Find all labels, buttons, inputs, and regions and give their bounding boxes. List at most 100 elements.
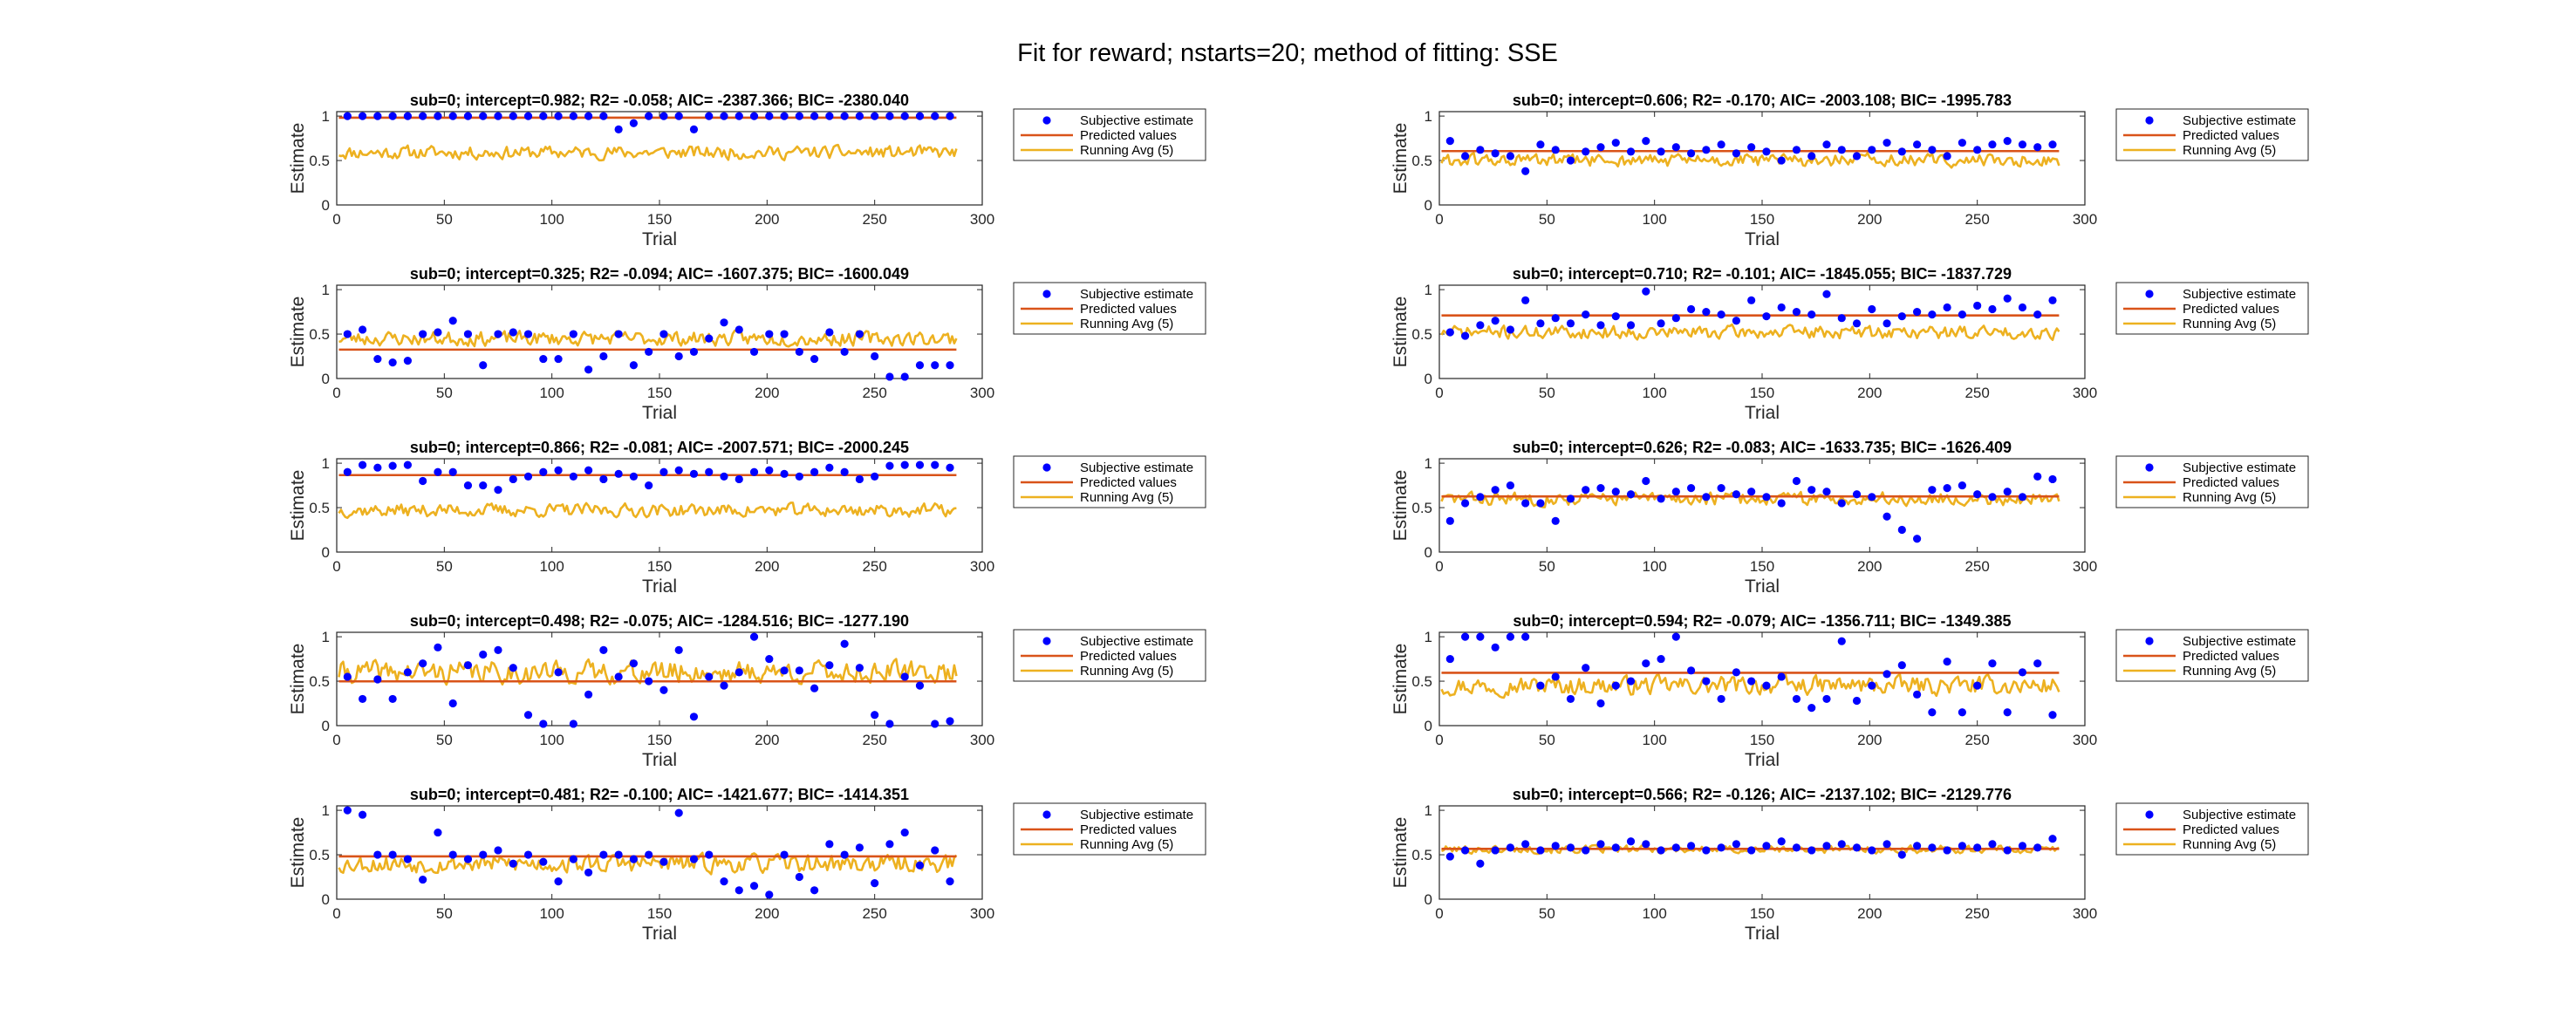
- subjective-estimate-point: [1882, 139, 1891, 147]
- x-tick-label: 0: [332, 732, 340, 748]
- y-tick-label: 0.5: [309, 847, 330, 863]
- subjective-estimate-point: [1747, 296, 1756, 304]
- subjective-estimate-point: [1687, 666, 1696, 675]
- subjective-estimate-point: [1491, 149, 1500, 158]
- subjective-estimate-point: [2018, 842, 2027, 850]
- subjective-estimate-point: [1732, 840, 1740, 849]
- subjective-estimate-point: [1445, 328, 1454, 337]
- subjective-estimate-point: [448, 850, 457, 859]
- y-tick-label: 1: [1425, 108, 1432, 125]
- x-tick-label: 200: [1857, 211, 1882, 228]
- subjective-estimate-point: [795, 872, 803, 882]
- subjective-estimate-point: [373, 112, 382, 120]
- subjective-estimate-point: [1551, 516, 1560, 525]
- subjective-estimate-point: [1988, 493, 1997, 501]
- subjective-estimate-point: [1868, 846, 1876, 855]
- subjective-estimate-point: [1536, 499, 1545, 508]
- subjective-estimate-point: [689, 469, 699, 478]
- legend-entry: Running Avg (5): [1080, 664, 1173, 679]
- subjective-estimate-point: [1882, 840, 1891, 849]
- subjective-estimate-point: [1928, 310, 1937, 319]
- subjective-estimate-point: [1732, 490, 1740, 499]
- y-tick-label: 0: [1425, 891, 1432, 908]
- subjective-estimate-point: [674, 808, 683, 817]
- subjective-estimate-point: [448, 699, 457, 708]
- subjective-estimate-point: [1837, 637, 1846, 645]
- legend-marker-subjective: [2145, 116, 2154, 125]
- legend-entry: Subjective estimate: [1080, 634, 1193, 649]
- x-tick-label: 100: [539, 211, 564, 228]
- subjective-estimate-point: [494, 645, 502, 654]
- legend-entry: Subjective estimate: [1080, 113, 1193, 128]
- y-tick-label: 0: [322, 371, 330, 387]
- subjective-estimate-point: [1566, 319, 1575, 328]
- subjective-estimate-point: [705, 850, 714, 859]
- x-tick-label: 200: [755, 905, 779, 922]
- legend-marker-subjective: [1042, 637, 1051, 645]
- running-avg-line: [338, 329, 958, 348]
- x-tick-label: 100: [1642, 211, 1666, 228]
- legend-entry: Running Avg (5): [2183, 143, 2276, 158]
- subjective-estimate-point: [479, 481, 488, 490]
- subjective-estimate-point: [2003, 488, 2012, 496]
- subjective-estimate-point: [599, 474, 608, 484]
- subjective-estimate-point: [1582, 846, 1590, 855]
- running-avg-line: [1440, 323, 2060, 342]
- subjective-estimate-point: [523, 850, 533, 859]
- subjective-estimate-point: [705, 112, 714, 120]
- x-tick-label: 0: [1435, 211, 1443, 228]
- subplot-title: sub=0; intercept=0.626; R2= -0.083; AIC=…: [1513, 439, 2012, 456]
- y-axis-label: Estimate: [288, 123, 308, 194]
- subjective-estimate-point: [1882, 319, 1891, 328]
- subjective-estimate-point: [1973, 146, 1982, 154]
- x-tick-label: 250: [862, 211, 886, 228]
- subjective-estimate-point: [539, 467, 548, 476]
- subjective-estimate-point: [1551, 842, 1560, 850]
- x-axis-label: Trial: [1745, 229, 1780, 249]
- subjective-estimate-point: [1852, 152, 1862, 160]
- x-tick-label: 150: [1750, 385, 1774, 401]
- subjective-estimate-point: [1792, 307, 1801, 317]
- subjective-estimate-point: [494, 846, 502, 855]
- subjective-estimate-point: [509, 474, 517, 484]
- x-tick-label: 200: [755, 558, 779, 575]
- subjective-estimate-point: [554, 354, 563, 364]
- x-tick-label: 200: [755, 732, 779, 748]
- subjective-estimate-point: [419, 476, 427, 486]
- subjective-estimate-point: [539, 857, 548, 866]
- y-tick-label: 0.5: [309, 326, 330, 343]
- legend-entry: Predicted values: [2183, 475, 2279, 490]
- x-tick-label: 300: [2073, 732, 2097, 748]
- subjective-estimate-point: [343, 330, 352, 338]
- subjective-estimate-point: [810, 354, 819, 364]
- subjective-estimate-point: [765, 330, 774, 338]
- subjective-estimate-point: [1626, 490, 1636, 499]
- subjective-estimate-point: [343, 112, 352, 120]
- subplot-panel: sub=0; intercept=0.626; R2= -0.083; AIC=…: [1390, 439, 2309, 597]
- subjective-estimate-point: [539, 720, 548, 728]
- legend-entry: Subjective estimate: [2183, 287, 2296, 302]
- x-tick-label: 300: [2073, 385, 2097, 401]
- subjective-estimate-point: [1657, 846, 1665, 855]
- subjective-estimate-point: [1611, 681, 1620, 690]
- subjective-estimate-point: [1747, 488, 1756, 496]
- subjective-estimate-point: [765, 112, 774, 120]
- legend-marker-subjective: [2145, 463, 2154, 472]
- y-tick-label: 0: [1425, 544, 1432, 561]
- subjective-estimate-point: [2048, 835, 2057, 843]
- subjective-estimate-point: [1566, 156, 1575, 165]
- subjective-estimate-point: [614, 125, 623, 133]
- subjective-estimate-point: [1476, 632, 1485, 641]
- legend-entry: Predicted values: [1080, 822, 1177, 837]
- y-axis-label: Estimate: [288, 470, 308, 542]
- subjective-estimate-point: [840, 467, 849, 476]
- subjective-estimate-point: [419, 112, 427, 120]
- subjective-estimate-point: [855, 112, 864, 120]
- x-tick-label: 50: [1539, 905, 1555, 922]
- legend-entry: Predicted values: [1080, 302, 1177, 317]
- subjective-estimate-point: [1717, 310, 1725, 319]
- subjective-estimate-point: [403, 357, 412, 365]
- subjective-estimate-point: [810, 886, 819, 895]
- subjective-estimate-point: [825, 463, 834, 472]
